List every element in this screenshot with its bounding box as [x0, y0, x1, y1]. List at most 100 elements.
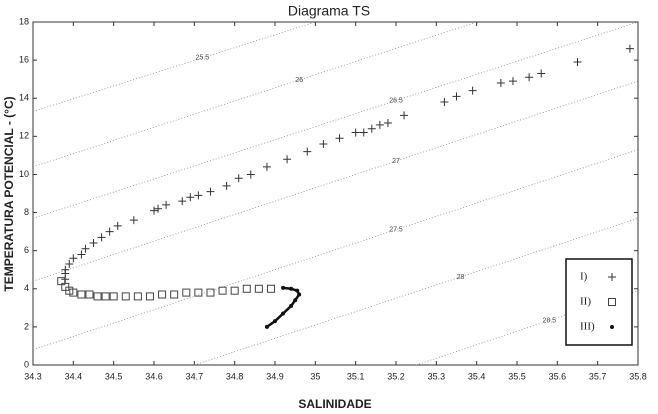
square-marker: [194, 288, 203, 297]
legend-label: II): [580, 296, 591, 308]
plus-marker: [81, 244, 90, 253]
isopycnal-label: 28: [457, 274, 465, 281]
square-marker: [158, 290, 167, 299]
plus-marker: [69, 254, 78, 263]
plus-marker: [65, 260, 74, 269]
isopycnal-label: 27.5: [389, 227, 403, 234]
x-tick-label: 35.8: [629, 371, 647, 381]
square-marker: [109, 292, 118, 301]
star-marker: [295, 288, 300, 293]
isopycnal-label: 26: [295, 77, 303, 84]
square-marker: [182, 288, 191, 297]
plus-marker: [234, 174, 243, 183]
square-marker: [133, 292, 142, 301]
plus-marker: [105, 227, 114, 236]
x-tick-label: 35.5: [508, 371, 526, 381]
x-tick-label: 34.6: [145, 371, 163, 381]
star-marker: [281, 311, 286, 316]
plus-marker: [154, 204, 163, 213]
plus-marker: [303, 147, 312, 156]
isopycnal: [33, 22, 638, 219]
legend-label: I): [580, 271, 588, 283]
star-marker: [281, 285, 286, 290]
x-tick-label: 34.9: [266, 371, 284, 381]
x-tick-label: 34.4: [65, 371, 83, 381]
y-tick-label: 12: [19, 131, 29, 141]
x-tick-label: 34.7: [186, 371, 204, 381]
y-tick-label: 16: [19, 54, 29, 64]
plus-marker: [319, 139, 328, 148]
isopycnal: [33, 22, 316, 112]
x-tick-label: 34.8: [226, 371, 244, 381]
plus-marker: [206, 187, 215, 196]
star-marker: [297, 292, 302, 297]
star-marker: [273, 319, 277, 324]
x-tick-label: 35: [310, 371, 320, 381]
square-marker: [77, 290, 86, 299]
plus-marker: [178, 197, 187, 206]
star-marker: [264, 324, 269, 329]
square-marker: [206, 288, 215, 297]
isopycnal-label: 27: [392, 158, 400, 165]
square-marker: [145, 292, 154, 301]
plus-marker: [608, 273, 616, 281]
star-marker: [289, 303, 294, 308]
plus-marker: [77, 250, 86, 259]
plus-marker: [508, 77, 517, 86]
x-tick-label: 35.1: [347, 371, 365, 381]
square-marker: [266, 284, 275, 293]
square-marker: [121, 292, 130, 301]
plot-area: [32, 21, 639, 366]
square-marker: [85, 290, 94, 299]
x-axis-title: SALINIDADE: [298, 397, 371, 411]
plus-marker: [496, 78, 505, 87]
legend: I) II) III): [565, 258, 633, 346]
plus-marker: [400, 111, 409, 120]
x-tick-label: 35.7: [589, 371, 607, 381]
isopycnal-label: 26.5: [389, 97, 403, 104]
legend-box: [565, 258, 633, 346]
plus-marker: [194, 191, 203, 200]
plus-marker: [283, 155, 292, 164]
y-tick-label: 2: [24, 321, 29, 331]
plus-marker: [375, 120, 384, 129]
isopycnal-label: 28.5: [542, 317, 556, 324]
square-marker: [101, 292, 110, 301]
plus-marker: [367, 124, 376, 133]
y-tick-label: 18: [19, 16, 29, 26]
plus-marker: [440, 98, 449, 107]
plus-marker: [186, 193, 195, 202]
square-marker: [93, 292, 102, 301]
isopycnal: [33, 149, 638, 351]
x-tick-label: 35.4: [468, 371, 486, 381]
y-axis-title: TEMPERATURA POTENCIAL - (°C): [2, 96, 16, 291]
plus-marker: [452, 92, 461, 101]
series-line: [266, 286, 301, 328]
square-marker: [57, 277, 66, 286]
x-tick-label: 35.6: [549, 371, 567, 381]
isopycnal: [33, 22, 477, 168]
plus-marker: [162, 200, 171, 209]
plus-marker: [525, 73, 534, 82]
square-marker: [608, 298, 616, 306]
plus-marker: [89, 239, 98, 248]
plus-marker: [61, 275, 70, 284]
isopycnal-label: 25.5: [196, 55, 210, 62]
star-marker: [610, 325, 614, 329]
plus-marker: [359, 128, 368, 137]
y-tick-label: 8: [24, 207, 29, 217]
square-marker: [218, 286, 227, 295]
y-tick-label: 6: [24, 245, 29, 255]
square-marker: [69, 288, 78, 297]
plus-marker: [468, 86, 477, 95]
square-marker: [170, 290, 179, 299]
legend-label: III): [580, 321, 595, 333]
plus-marker: [573, 58, 582, 67]
plus-marker: [335, 134, 344, 143]
star-marker: [293, 298, 298, 303]
square-marker: [254, 284, 263, 293]
plus-marker: [625, 44, 634, 53]
plus-marker: [97, 233, 106, 242]
y-tick-label: 0: [24, 359, 29, 369]
